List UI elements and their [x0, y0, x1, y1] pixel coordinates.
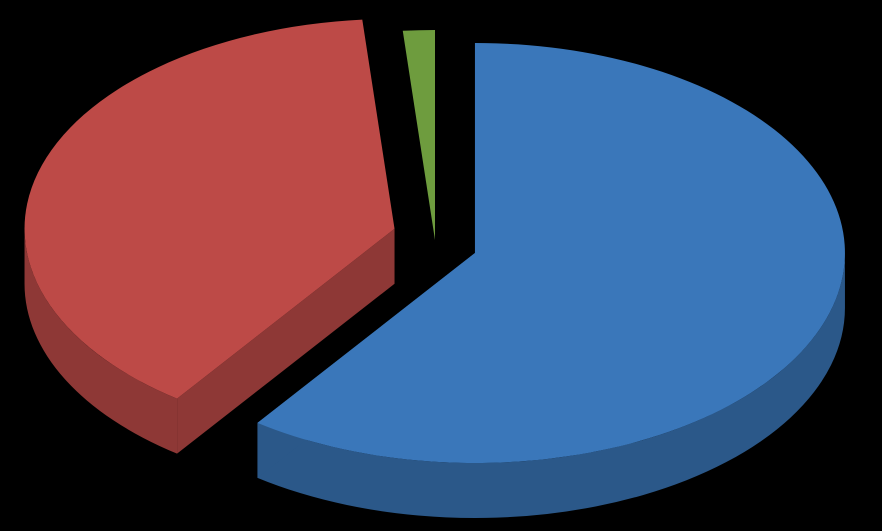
pie-svg: [0, 0, 882, 531]
pie-slice: [403, 30, 435, 240]
pie-chart-3d: [0, 0, 882, 531]
